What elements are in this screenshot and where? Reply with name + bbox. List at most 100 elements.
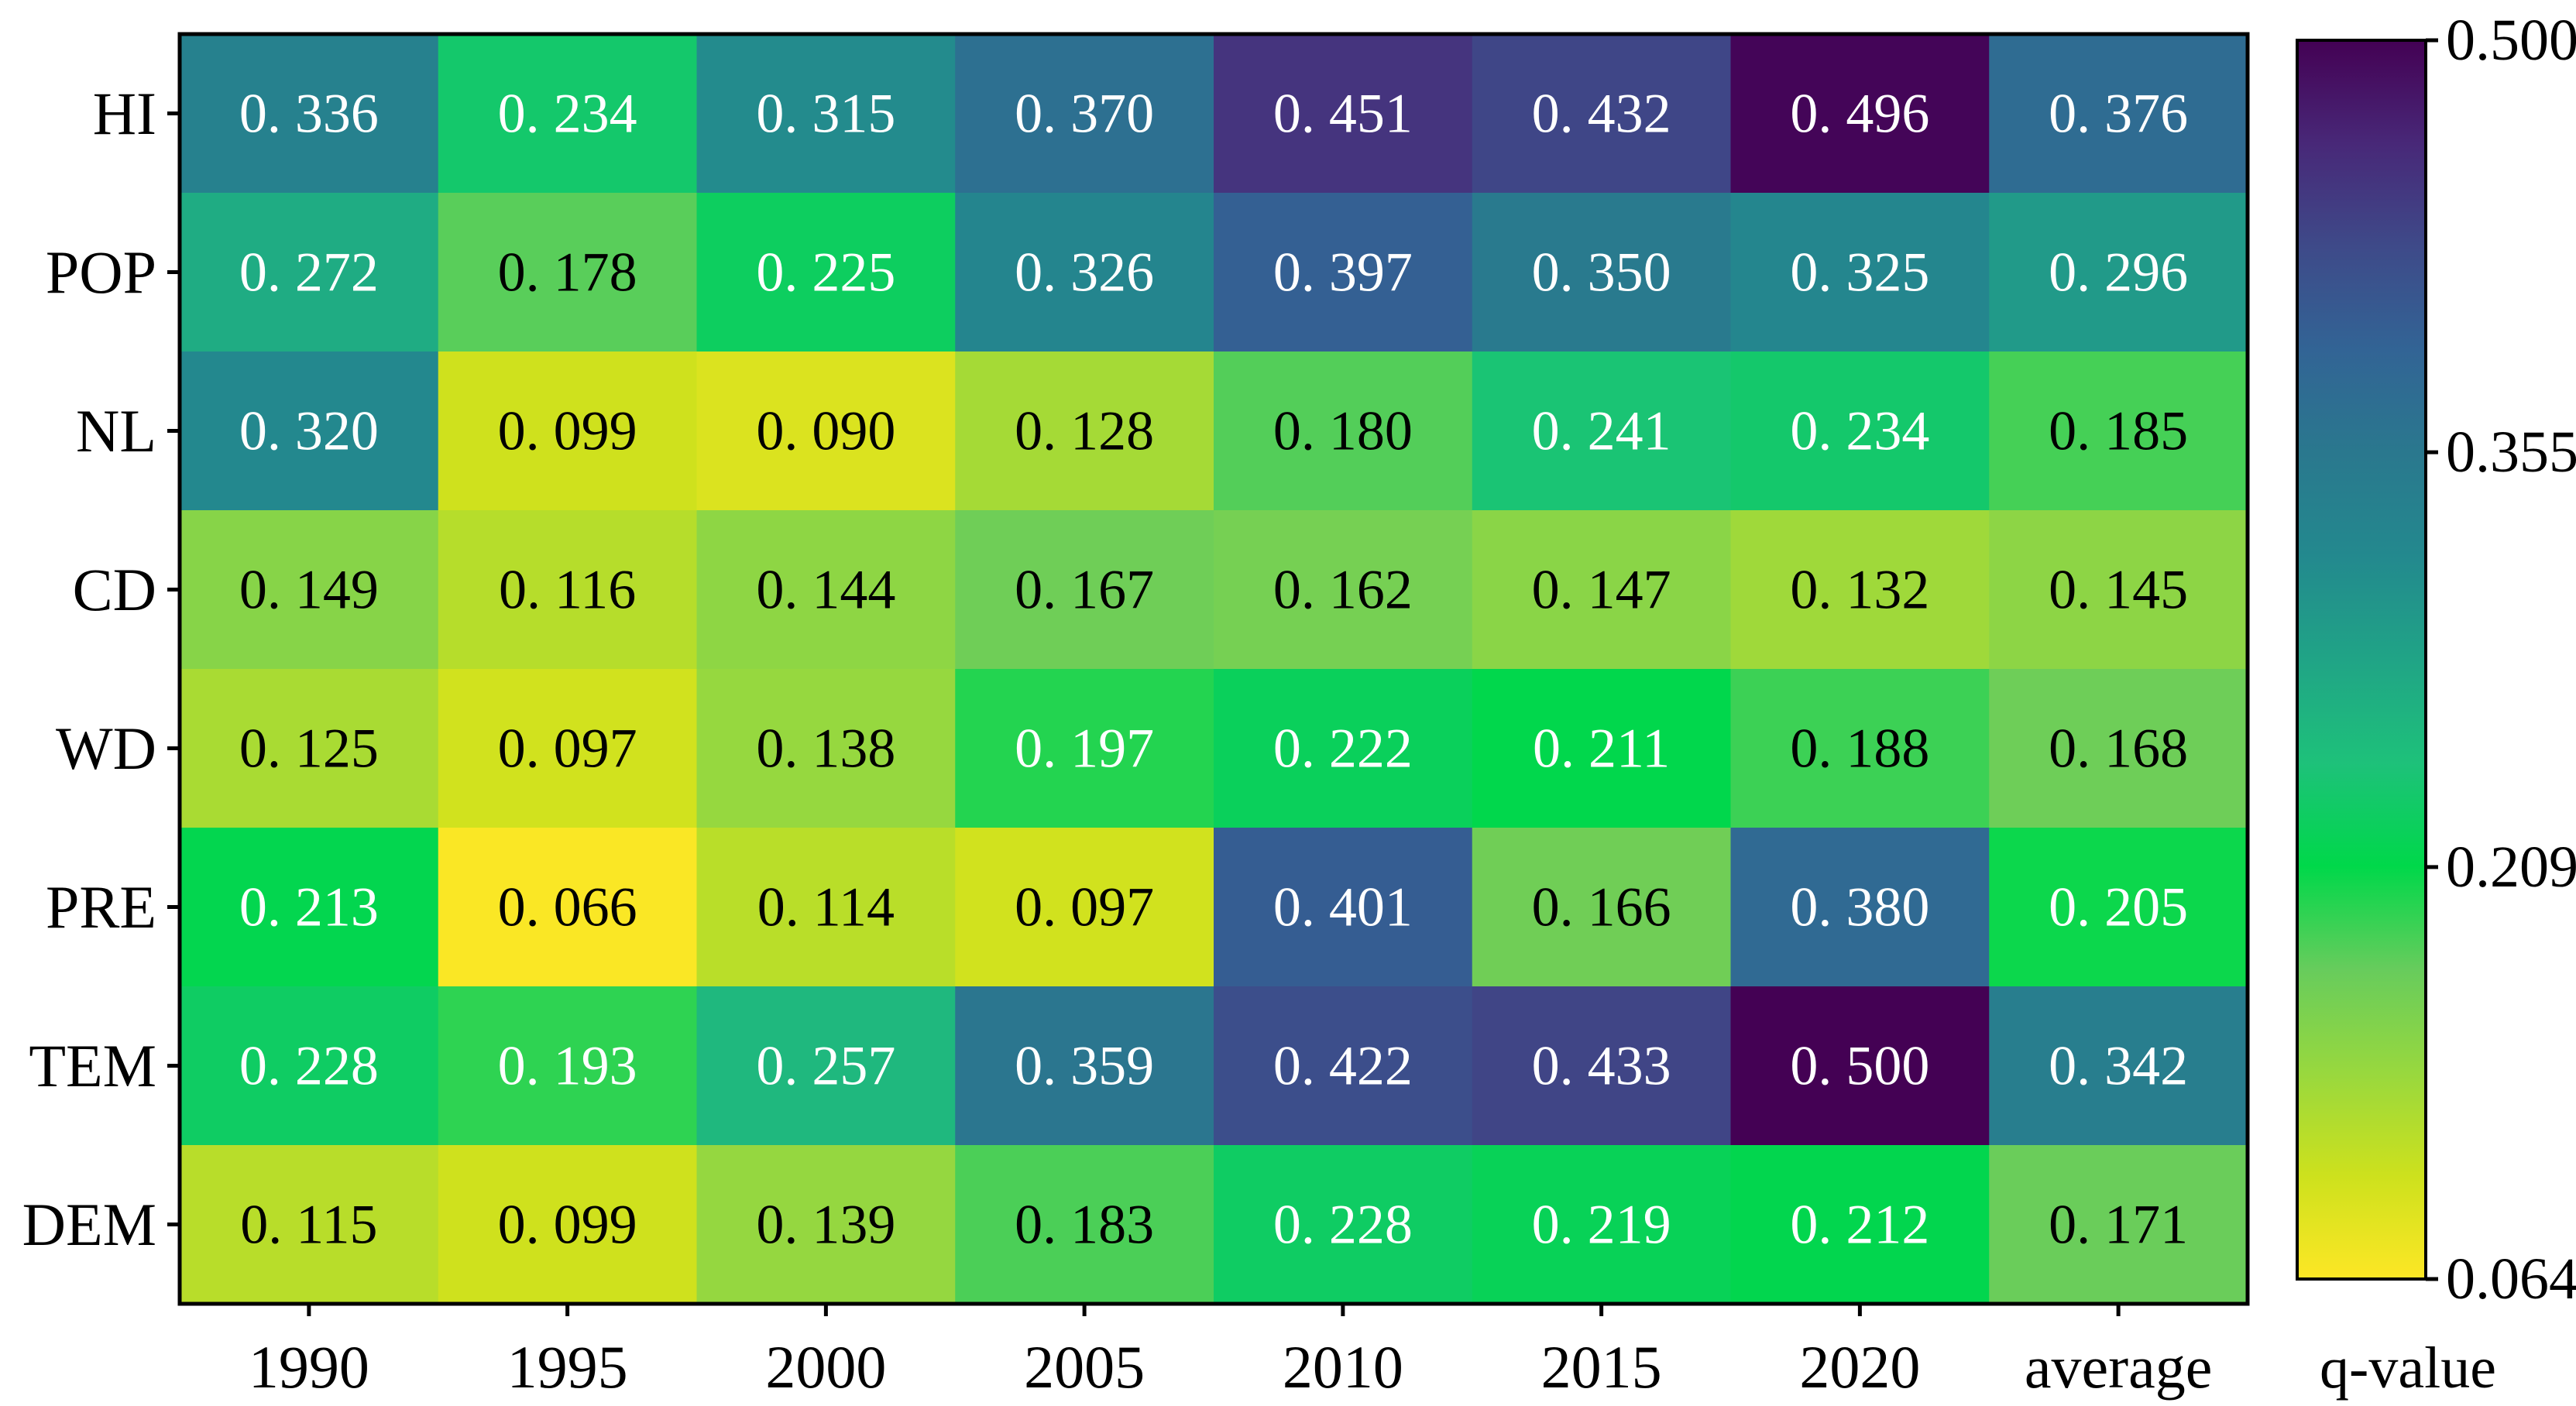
heatmap-cell — [1214, 510, 1473, 670]
y-tick-label: POP — [46, 238, 156, 306]
cell-value-label: 0. 125 — [239, 718, 379, 780]
cell-value-label: 0. 376 — [2049, 83, 2188, 145]
heatmap-cell — [1730, 352, 1990, 511]
cell-value-label: 0. 401 — [1273, 876, 1413, 938]
cell-value-label: 0. 380 — [1790, 876, 1929, 938]
heatmap-cell — [1472, 1145, 1731, 1305]
cell-value-label: 0. 222 — [1273, 718, 1413, 780]
heatmap-cell — [438, 193, 697, 352]
cell-value-label: 0. 180 — [1273, 400, 1413, 462]
heatmap-cell — [1989, 193, 2248, 352]
cell-value-label: 0. 234 — [498, 83, 637, 145]
heatmap-cell — [180, 352, 439, 511]
x-tick-label: 2020 — [1799, 1333, 1920, 1401]
x-tick-label: 2015 — [1541, 1333, 1662, 1401]
cell-value-label: 0. 315 — [756, 83, 895, 145]
colorbar-tick-label: 0.064 — [2446, 1247, 2576, 1312]
cell-value-label: 0. 115 — [240, 1194, 377, 1256]
cell-value-label: 0. 097 — [1015, 876, 1154, 938]
y-tick-label: WD — [56, 715, 156, 782]
heatmap-cell — [1472, 828, 1731, 987]
colorbar-ticks: 0.064 0.209 0.355 0.500 — [2426, 8, 2576, 1312]
heatmap-cell — [696, 1145, 956, 1305]
heatmap-cell — [1214, 1145, 1473, 1305]
cell-value-label: 0. 168 — [2049, 718, 2188, 780]
heatmap-cell — [1730, 828, 1990, 987]
cell-value-label: 0. 211 — [1533, 718, 1670, 780]
cell-value-label: 0. 342 — [2049, 1035, 2188, 1097]
cell-value-label: 0. 099 — [498, 400, 637, 462]
cell-value-label: 0. 325 — [1790, 242, 1929, 303]
heatmap-cell — [955, 34, 1214, 194]
heatmap-cell — [955, 352, 1214, 511]
colorbar-tick-label: 0.500 — [2446, 8, 2576, 73]
heatmap-cell — [438, 828, 697, 987]
plot-frame — [177, 32, 2250, 1306]
x-tick-label: average — [2025, 1333, 2212, 1401]
cell-value-label: 0. 116 — [499, 559, 636, 621]
cell-value-label: 0. 326 — [1015, 242, 1154, 303]
cell-value-label: 0. 336 — [239, 83, 379, 145]
cell-value-label: 0. 171 — [2049, 1194, 2188, 1256]
heatmap-cell — [1472, 986, 1731, 1146]
cell-value-label: 0. 138 — [756, 718, 895, 780]
cell-value-label: 0. 205 — [2049, 876, 2188, 938]
heatmap-cell — [696, 828, 956, 987]
cell-value-label: 0. 197 — [1015, 718, 1154, 780]
heatmap-cell — [955, 828, 1214, 987]
cell-value-label: 0. 432 — [1532, 83, 1671, 145]
heatmap-cell — [438, 510, 697, 670]
y-axis: HI POP NL CD WD PRE TEM DEM — [22, 80, 180, 1258]
cell-value-label: 0. 099 — [498, 1194, 637, 1256]
cell-value-label: 0. 397 — [1273, 242, 1413, 303]
colorbar-label: q-value — [2320, 1336, 2496, 1401]
y-tick-label: PRE — [46, 873, 156, 941]
cell-value-label: 0. 145 — [2049, 559, 2188, 621]
heatmap-cell — [1989, 986, 2248, 1146]
cell-value-label: 0. 225 — [756, 242, 895, 303]
cell-value-label: 0. 178 — [498, 242, 637, 303]
heatmap-cell — [1214, 352, 1473, 511]
cell-value-label: 0. 272 — [239, 242, 379, 303]
heatmap-cell — [1730, 1145, 1990, 1305]
heatmap-cell — [1730, 510, 1990, 670]
cell-value-label: 0. 167 — [1015, 559, 1154, 621]
heatmap-cell — [1472, 669, 1731, 828]
cell-value-label: 0. 114 — [757, 876, 895, 938]
cell-value-label: 0. 496 — [1790, 83, 1929, 145]
heatmap-cell — [1989, 352, 2248, 511]
cell-value-label: 0. 128 — [1015, 400, 1154, 462]
cell-value-label: 0. 359 — [1015, 1035, 1154, 1097]
heatmap-cell — [180, 510, 439, 670]
cell-value-label: 0. 500 — [1790, 1035, 1929, 1097]
cell-value-label: 0. 097 — [498, 718, 637, 780]
x-tick-label: 2000 — [765, 1333, 886, 1401]
cell-value-label: 0. 228 — [239, 1035, 379, 1097]
heatmap-cell — [438, 669, 697, 828]
heatmap-cell — [180, 669, 439, 828]
cell-value-label: 0. 296 — [2049, 242, 2188, 303]
cell-value-label: 0. 228 — [1273, 1194, 1413, 1256]
x-tick-label: 1990 — [249, 1333, 369, 1401]
heatmap-cell — [1472, 510, 1731, 670]
heatmap-cell — [1214, 986, 1473, 1146]
cell-value-label: 0. 139 — [756, 1194, 895, 1256]
y-tick-label: CD — [73, 556, 156, 623]
cell-value-label: 0. 066 — [498, 876, 637, 938]
heatmap-cell — [1730, 193, 1990, 352]
heatmap-cell — [955, 669, 1214, 828]
y-tick-label: HI — [93, 80, 156, 147]
x-tick-label: 1995 — [507, 1333, 628, 1401]
x-tick-label: 2010 — [1283, 1333, 1403, 1401]
heatmap-cell — [955, 1145, 1214, 1305]
cell-value-label: 0. 090 — [756, 400, 895, 462]
cell-value-label: 0. 422 — [1273, 1035, 1413, 1097]
cell-value-label: 0. 241 — [1532, 400, 1671, 462]
heatmap-cell — [1472, 34, 1731, 194]
heatmap-cell — [1214, 34, 1473, 194]
cell-value-label: 0. 149 — [239, 559, 379, 621]
heatmap-cell — [696, 193, 956, 352]
heatmap-cell — [1989, 828, 2248, 987]
heatmap-cell — [438, 986, 697, 1146]
heatmap-cell-labels: 0. 336 0. 234 0. 315 0. 370 0. 451 0. 432 0. 4… — [239, 83, 2188, 1256]
